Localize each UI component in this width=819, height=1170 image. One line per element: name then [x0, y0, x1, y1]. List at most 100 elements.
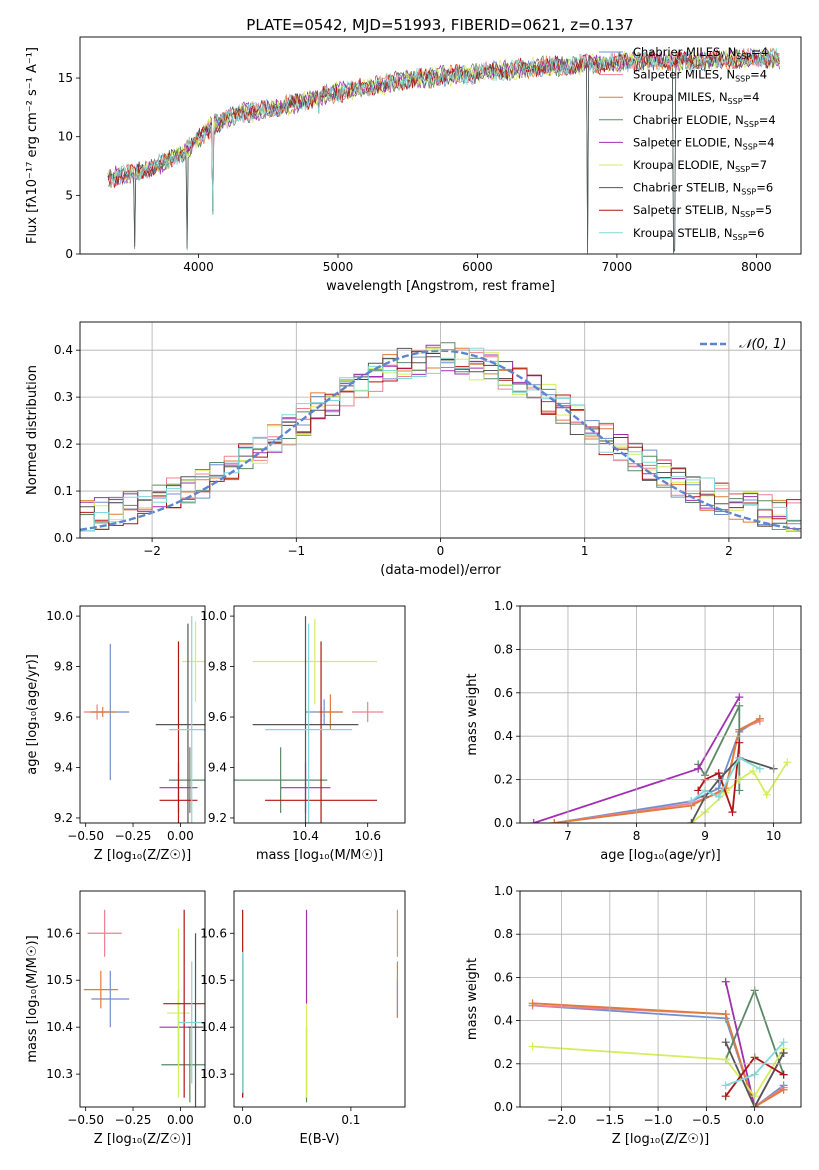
y-tick-label: 0.2 [494, 773, 513, 787]
weight-marker-chabrier_stelib [721, 1038, 730, 1047]
x-tick-label: −1.5 [595, 1113, 624, 1127]
weight-marker-salpeter_stelib [694, 786, 703, 795]
weight-marker-kroupa_miles [550, 819, 559, 823]
axes-weight_vs_age: 7 8 9 10 0.0 0.2 0.4 0.6 0.8 1.0 age [log₁₀(age/yr… [465, 599, 802, 863]
axes-frame [519, 605, 802, 824]
errorbar-chabrier_miles [91, 970, 130, 1028]
axes-frame [233, 605, 406, 824]
legend-label-kroupa_stelib: Kroupa STELIB, NSSP=6 [633, 226, 764, 242]
x-tick-label: 7 [564, 829, 572, 843]
errorbar-kroupa_miles [83, 970, 118, 1009]
weight-marker-kroupa_miles [528, 999, 537, 1008]
axes-frame [79, 890, 206, 1108]
y-tick-label: 10.6 [46, 926, 73, 940]
x-tick-label: 10.4 [292, 829, 319, 843]
spectrum-line-kroupa_stelib [107, 48, 780, 216]
x-tick-label: 0.0 [233, 1113, 252, 1127]
weight-marker-kroupa_elodie [721, 1055, 730, 1064]
x-tick-label: −0.50 [67, 829, 104, 843]
y-tick-label: 0.0 [54, 531, 73, 545]
x-axis-label: mass [log₁₀(M/M☉)] [256, 848, 383, 863]
y-tick-label: 0.4 [54, 343, 73, 357]
y-tick-label: 9.6 [208, 710, 227, 724]
x-axis-label: Z [log₁₀(Z/Z☉)] [94, 848, 191, 863]
weight-marker-kroupa_stelib [755, 764, 764, 773]
legend-label-normal: 𝒩(0, 1) [739, 337, 786, 352]
y-axis-label: mass [log₁₀(M/M☉)] [25, 935, 40, 1062]
x-tick-label: 0.1 [341, 1113, 360, 1127]
errorbar-chabrier_stelib [252, 616, 359, 823]
weight-marker-kroupa_elodie [783, 758, 792, 767]
y-tick-label: 10.5 [46, 973, 73, 987]
weight-marker-chabrier_elodie [735, 786, 744, 795]
axes-residuals: −2 −1 0 1 2 0.0 0.1 0.2 0.3 0.4 (data-model)/error… [25, 321, 802, 578]
plot-area-age_vs_mass [234, 616, 384, 823]
errorbar-kroupa_elodie [252, 618, 378, 705]
x-tick-label: −1 [287, 544, 305, 558]
x-tick-label: 1 [581, 544, 589, 558]
axes-spectrum: 4000 5000 6000 7000 8000 0 5 10 15 wavelength [An… [25, 36, 802, 294]
x-axis-label: E(B-V) [299, 1132, 339, 1147]
x-tick-label: 2 [725, 544, 733, 558]
y-tick-label: 9.2 [208, 811, 227, 825]
x-tick-label: 10 [766, 829, 781, 843]
weight-marker-chabrier_elodie [735, 701, 744, 710]
x-axis-label: (data-model)/error [380, 563, 501, 578]
x-tick-label: −1.0 [644, 1113, 673, 1127]
axes-mass_vs_ebv: 0.0 0.1 10.3 10.4 10.5 10.6 E(B-V) [200, 890, 406, 1147]
legend-label-chabrier_miles: Chabrier MILES, NSSP=4 [633, 45, 768, 61]
axes-frame [79, 321, 802, 539]
x-axis-label: Z [log₁₀(Z/Z☉)] [94, 1132, 191, 1147]
y-tick-label: 10.6 [200, 926, 227, 940]
y-tick-label: 10.3 [200, 1067, 227, 1081]
weight-marker-kroupa_elodie [762, 790, 771, 799]
x-tick-label: −0.50 [67, 1113, 104, 1127]
x-axis-label: wavelength [Angstrom, rest frame] [326, 279, 555, 294]
y-tick-label: 10.3 [46, 1067, 73, 1081]
axes-frame [79, 36, 802, 255]
plot-area-mass_vs_Z [83, 909, 205, 1107]
x-tick-label: 7000 [602, 260, 633, 274]
legend-label-chabrier_elodie: Chabrier ELODIE, NSSP=4 [633, 113, 776, 129]
legend-label-salpeter_miles: Salpeter MILES, NSSP=4 [633, 68, 767, 84]
y-tick-label: 10.4 [46, 1020, 73, 1034]
legend-label-kroupa_elodie: Kroupa ELODIE, NSSP=7 [633, 158, 767, 174]
y-tick-label: 9.6 [54, 710, 73, 724]
plot-area-weight_vs_age [529, 693, 792, 823]
x-tick-label: 0.0 [745, 1113, 764, 1127]
y-tick-label: 0.2 [54, 437, 73, 451]
x-tick-label: 9 [701, 829, 709, 843]
errorbar-chabrier_elodie [161, 1027, 205, 1103]
weight-marker-salpeter_stelib [735, 738, 744, 747]
x-tick-label: 6000 [462, 260, 493, 274]
y-tick-label: 0.6 [494, 970, 513, 984]
weight-marker-salpeter_elodie [694, 764, 703, 773]
weight-marker-salpeter_elodie [721, 977, 730, 986]
plot-area-spectrum [107, 47, 780, 254]
errorbar-chabrier_stelib [155, 623, 205, 823]
errorbar-kroupa_stelib [178, 961, 205, 1084]
y-axis-label: Normed distribution [25, 365, 40, 495]
errorbar-salpeter_miles [352, 701, 384, 723]
y-tick-label: 0.6 [494, 686, 513, 700]
weight-series-kroupa_stelib [687, 753, 764, 806]
y-tick-label: 0.1 [54, 484, 73, 498]
y-tick-label: 9.4 [54, 760, 73, 774]
x-tick-label: 5000 [323, 260, 354, 274]
x-tick-label: 4000 [183, 260, 214, 274]
weight-marker-salpeter_elodie [735, 693, 744, 702]
y-tick-label: 0 [65, 247, 73, 261]
weight-marker-kroupa_stelib [687, 797, 696, 806]
y-tick-label: 0.4 [494, 729, 513, 743]
x-tick-label: 0.00 [167, 1113, 194, 1127]
x-tick-label: −0.5 [692, 1113, 721, 1127]
weight-marker-salpeter_stelib [714, 769, 723, 778]
plot-area-age_vs_Z [83, 616, 205, 823]
weight-marker-kroupa_elodie [749, 766, 758, 775]
weight-marker-kroupa_miles [779, 1085, 788, 1094]
weight-marker-kroupa_stelib [779, 1038, 788, 1047]
y-tick-label: 10.0 [200, 609, 227, 623]
axes-age_vs_Z: −0.50 −0.25 0.00 9.2 9.4 9.6 9.8 10.0 Z [log₁₀(Z… [25, 605, 206, 863]
weight-marker-kroupa_miles [755, 714, 764, 723]
